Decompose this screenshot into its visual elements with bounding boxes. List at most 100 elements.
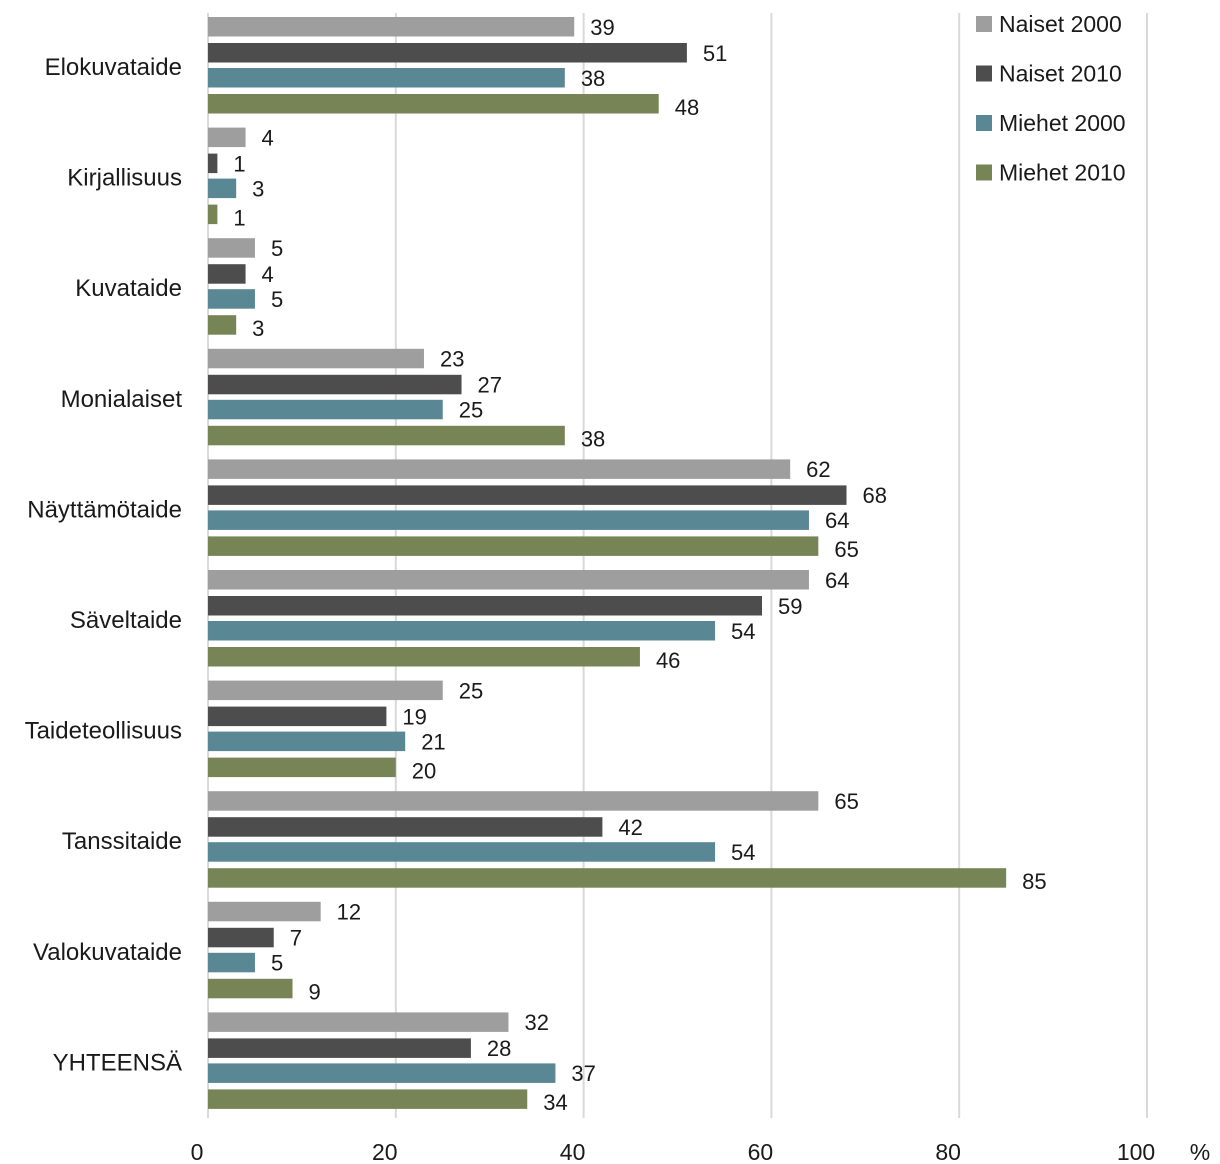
bar-saveltaide-naiset-2000 <box>208 570 809 590</box>
bar-saveltaide-miehet-2000 <box>208 621 716 641</box>
bar-valokuvataide-naiset-2000 <box>208 901 321 922</box>
bar-monialaiset-miehet-2010 <box>208 425 565 446</box>
bar-kirjallisuus-naiset-2000 <box>208 127 246 148</box>
value-label-nayttamotaide-miehet-2010: 65 <box>834 537 858 562</box>
bar-taideteollisuus-miehet-2000 <box>208 731 406 752</box>
value-label-tanssitaide-miehet-2010: 85 <box>1022 869 1046 894</box>
category-label-elokuvataide: Elokuvataide <box>45 54 182 81</box>
bar-nayttamotaide-naiset-2000 <box>208 459 791 479</box>
legend-swatch-naiset-2000 <box>976 16 992 32</box>
value-label-tanssitaide-naiset-2000: 65 <box>834 789 858 814</box>
x-tick-60: 60 <box>748 1139 774 1164</box>
legend-label-naiset-2010: Naiset 2010 <box>999 61 1122 87</box>
bar-monialaiset-miehet-2000 <box>208 399 443 420</box>
x-tick-20: 20 <box>372 1139 398 1164</box>
category-label-tanssitaide: Tanssitaide <box>62 828 182 855</box>
category-labels: Elokuvataide Kirjallisuus Kuvataide Moniala… <box>25 54 183 1076</box>
bar-taideteollisuus-naiset-2010 <box>208 706 387 727</box>
value-label-saveltaide-naiset-2010: 59 <box>778 594 802 619</box>
bar-yhteensa-naiset-2010 <box>208 1038 471 1058</box>
bar-valokuvataide-naiset-2010 <box>208 927 274 948</box>
value-label-valokuvataide-miehet-2010: 9 <box>309 980 321 1005</box>
bar-tanssitaide-miehet-2000 <box>208 842 716 862</box>
bar-yhteensa-miehet-2000 <box>208 1063 556 1083</box>
legend-swatch-miehet-2000 <box>976 115 992 131</box>
value-label-kuvataide-naiset-2010: 4 <box>262 262 274 287</box>
value-label-yhteensa-naiset-2010: 28 <box>487 1036 511 1061</box>
category-label-kuvataide: Kuvataide <box>75 275 182 302</box>
value-label-kuvataide-miehet-2010: 3 <box>252 316 264 341</box>
value-label-taideteollisuus-naiset-2010: 19 <box>402 704 426 729</box>
bar-tanssitaide-naiset-2000 <box>208 791 819 811</box>
value-label-nayttamotaide-miehet-2000: 64 <box>825 508 849 533</box>
value-label-elokuvataide-naiset-2000: 39 <box>590 15 614 40</box>
value-label-elokuvataide-naiset-2010: 51 <box>703 41 727 66</box>
value-label-taideteollisuus-miehet-2000: 21 <box>421 729 445 754</box>
value-label-elokuvataide-miehet-2000: 38 <box>581 66 605 91</box>
value-label-monialaiset-naiset-2010: 27 <box>478 373 502 398</box>
value-label-valokuvataide-miehet-2000: 5 <box>271 951 283 976</box>
value-label-saveltaide-miehet-2000: 54 <box>731 619 755 644</box>
bar-yhteensa-naiset-2000 <box>208 1012 509 1032</box>
value-label-elokuvataide-miehet-2010: 48 <box>675 95 699 120</box>
bar-kuvataide-miehet-2010 <box>208 315 237 335</box>
category-label-valokuvataide: Valokuvataide <box>33 939 182 966</box>
bar-kuvataide-naiset-2000 <box>208 238 255 258</box>
legend-label-miehet-2010: Miehet 2010 <box>999 160 1126 186</box>
bar-saveltaide-naiset-2010 <box>208 596 763 616</box>
x-tick-0: 0 <box>191 1139 204 1164</box>
value-label-kuvataide-miehet-2000: 5 <box>271 287 283 312</box>
x-tick-labels: 0 20 40 60 80 100 <box>191 1139 1156 1164</box>
bar-taideteollisuus-naiset-2000 <box>208 680 443 701</box>
value-label-taideteollisuus-miehet-2010: 20 <box>412 758 436 783</box>
legend-label-naiset-2000: Naiset 2000 <box>999 11 1122 37</box>
bar-monialaiset-naiset-2010 <box>208 374 462 395</box>
value-label-saveltaide-naiset-2000: 64 <box>825 568 849 593</box>
x-tick-80: 80 <box>935 1139 961 1164</box>
value-label-valokuvataide-naiset-2010: 7 <box>290 926 302 951</box>
value-label-monialaiset-miehet-2000: 25 <box>459 398 483 423</box>
bar-kirjallisuus-naiset-2010 <box>208 153 218 174</box>
value-label-saveltaide-miehet-2010: 46 <box>656 648 680 673</box>
bar-kirjallisuus-miehet-2010 <box>208 204 218 225</box>
category-label-kirjallisuus: Kirjallisuus <box>67 165 182 192</box>
legend: Naiset 2000 Naiset 2010 Miehet 2000 Miehet … <box>976 11 1126 186</box>
value-label-yhteensa-miehet-2000: 37 <box>571 1061 595 1086</box>
value-label-nayttamotaide-naiset-2000: 62 <box>806 457 830 482</box>
bar-elokuvataide-naiset-2010 <box>208 43 687 63</box>
bar-kuvataide-naiset-2010 <box>208 264 246 284</box>
value-label-kirjallisuus-naiset-2000: 4 <box>262 125 274 150</box>
x-tick-40: 40 <box>560 1139 586 1164</box>
value-label-kirjallisuus-miehet-2000: 3 <box>252 176 264 201</box>
bar-nayttamotaide-naiset-2010 <box>208 485 847 505</box>
bar-monialaiset-naiset-2000 <box>208 348 424 369</box>
value-label-yhteensa-miehet-2010: 34 <box>543 1090 567 1115</box>
bar-tanssitaide-naiset-2010 <box>208 817 603 837</box>
bar-saveltaide-miehet-2010 <box>208 647 640 667</box>
bar-kuvataide-miehet-2000 <box>208 289 255 309</box>
value-label-kirjallisuus-miehet-2010: 1 <box>233 205 245 230</box>
value-label-kirjallisuus-naiset-2010: 1 <box>233 151 245 176</box>
bar-yhteensa-miehet-2010 <box>208 1089 528 1109</box>
legend-label-miehet-2000: Miehet 2000 <box>999 110 1126 136</box>
bar-elokuvataide-miehet-2010 <box>208 94 659 114</box>
category-label-yhteensa: YHTEENSÄ <box>53 1049 182 1076</box>
bars <box>208 17 1007 1109</box>
category-label-monialaiset: Monialaiset <box>61 386 183 413</box>
category-label-saveltaide: Säveltaide <box>70 607 182 634</box>
value-label-tanssitaide-miehet-2000: 54 <box>731 840 755 865</box>
value-labels: 3951384841315453232725386268646564595446… <box>233 15 1046 1115</box>
category-label-nayttamotaide: Näyttämötaide <box>27 496 182 523</box>
value-label-taideteollisuus-naiset-2000: 25 <box>459 678 483 703</box>
x-unit-label: % <box>1190 1139 1210 1164</box>
bar-elokuvataide-naiset-2000 <box>208 17 575 37</box>
bar-valokuvataide-miehet-2010 <box>208 978 293 999</box>
value-label-valokuvataide-naiset-2000: 12 <box>337 900 361 925</box>
bar-tanssitaide-miehet-2010 <box>208 868 1007 888</box>
bar-valokuvataide-miehet-2000 <box>208 952 255 973</box>
value-label-tanssitaide-naiset-2010: 42 <box>618 815 642 840</box>
value-label-monialaiset-miehet-2010: 38 <box>581 427 605 452</box>
x-tick-100: 100 <box>1117 1139 1155 1164</box>
bar-nayttamotaide-miehet-2010 <box>208 536 819 556</box>
